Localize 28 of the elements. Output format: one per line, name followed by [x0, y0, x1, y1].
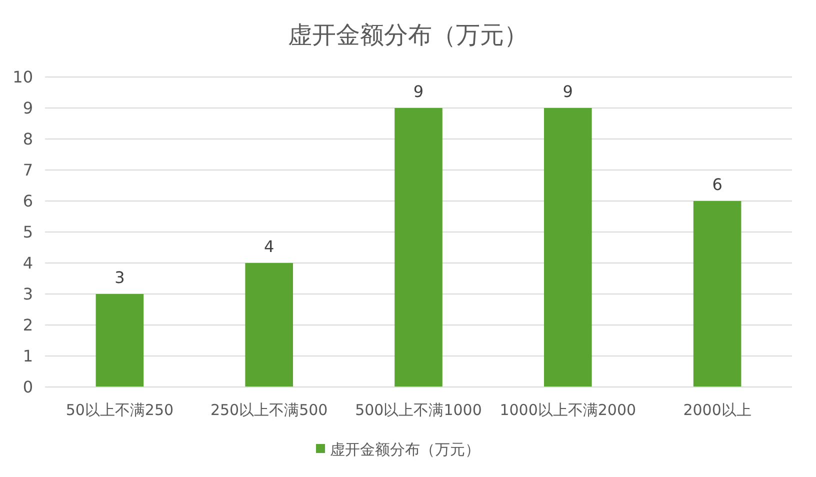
x-tick-label: 250以上不满500 — [210, 401, 328, 419]
y-tick-label: 5 — [22, 222, 33, 242]
y-tick-label: 4 — [22, 254, 33, 273]
data-label: 9 — [562, 82, 573, 101]
bar — [245, 263, 294, 387]
bar — [394, 108, 442, 387]
legend-label: 虚开金额分布（万元） — [330, 440, 480, 458]
bar — [96, 294, 144, 387]
data-label: 6 — [712, 175, 722, 194]
y-tick-label: 8 — [22, 130, 33, 149]
bar — [544, 108, 592, 387]
y-tick-label: 0 — [22, 378, 33, 397]
x-tick-label: 500以上不满1000 — [355, 401, 482, 419]
bar — [693, 201, 742, 387]
y-tick-label: 2 — [22, 316, 33, 335]
x-tick-label: 1000以上不满2000 — [500, 401, 636, 419]
y-tick-label: 1 — [22, 346, 33, 366]
y-tick-label: 7 — [22, 160, 33, 180]
x-tick-label: 2000以上 — [683, 401, 752, 419]
chart-title: 虚开金额分布（万元） — [288, 21, 528, 49]
x-tick-label: 50以上不满250 — [66, 401, 174, 419]
data-label: 4 — [264, 237, 274, 256]
y-tick-label: 3 — [22, 284, 33, 304]
y-tick-label: 9 — [22, 98, 33, 118]
data-label: 3 — [114, 268, 125, 287]
y-tick-label: 6 — [22, 192, 33, 211]
y-tick-label: 10 — [12, 68, 33, 87]
data-label: 9 — [413, 82, 424, 101]
